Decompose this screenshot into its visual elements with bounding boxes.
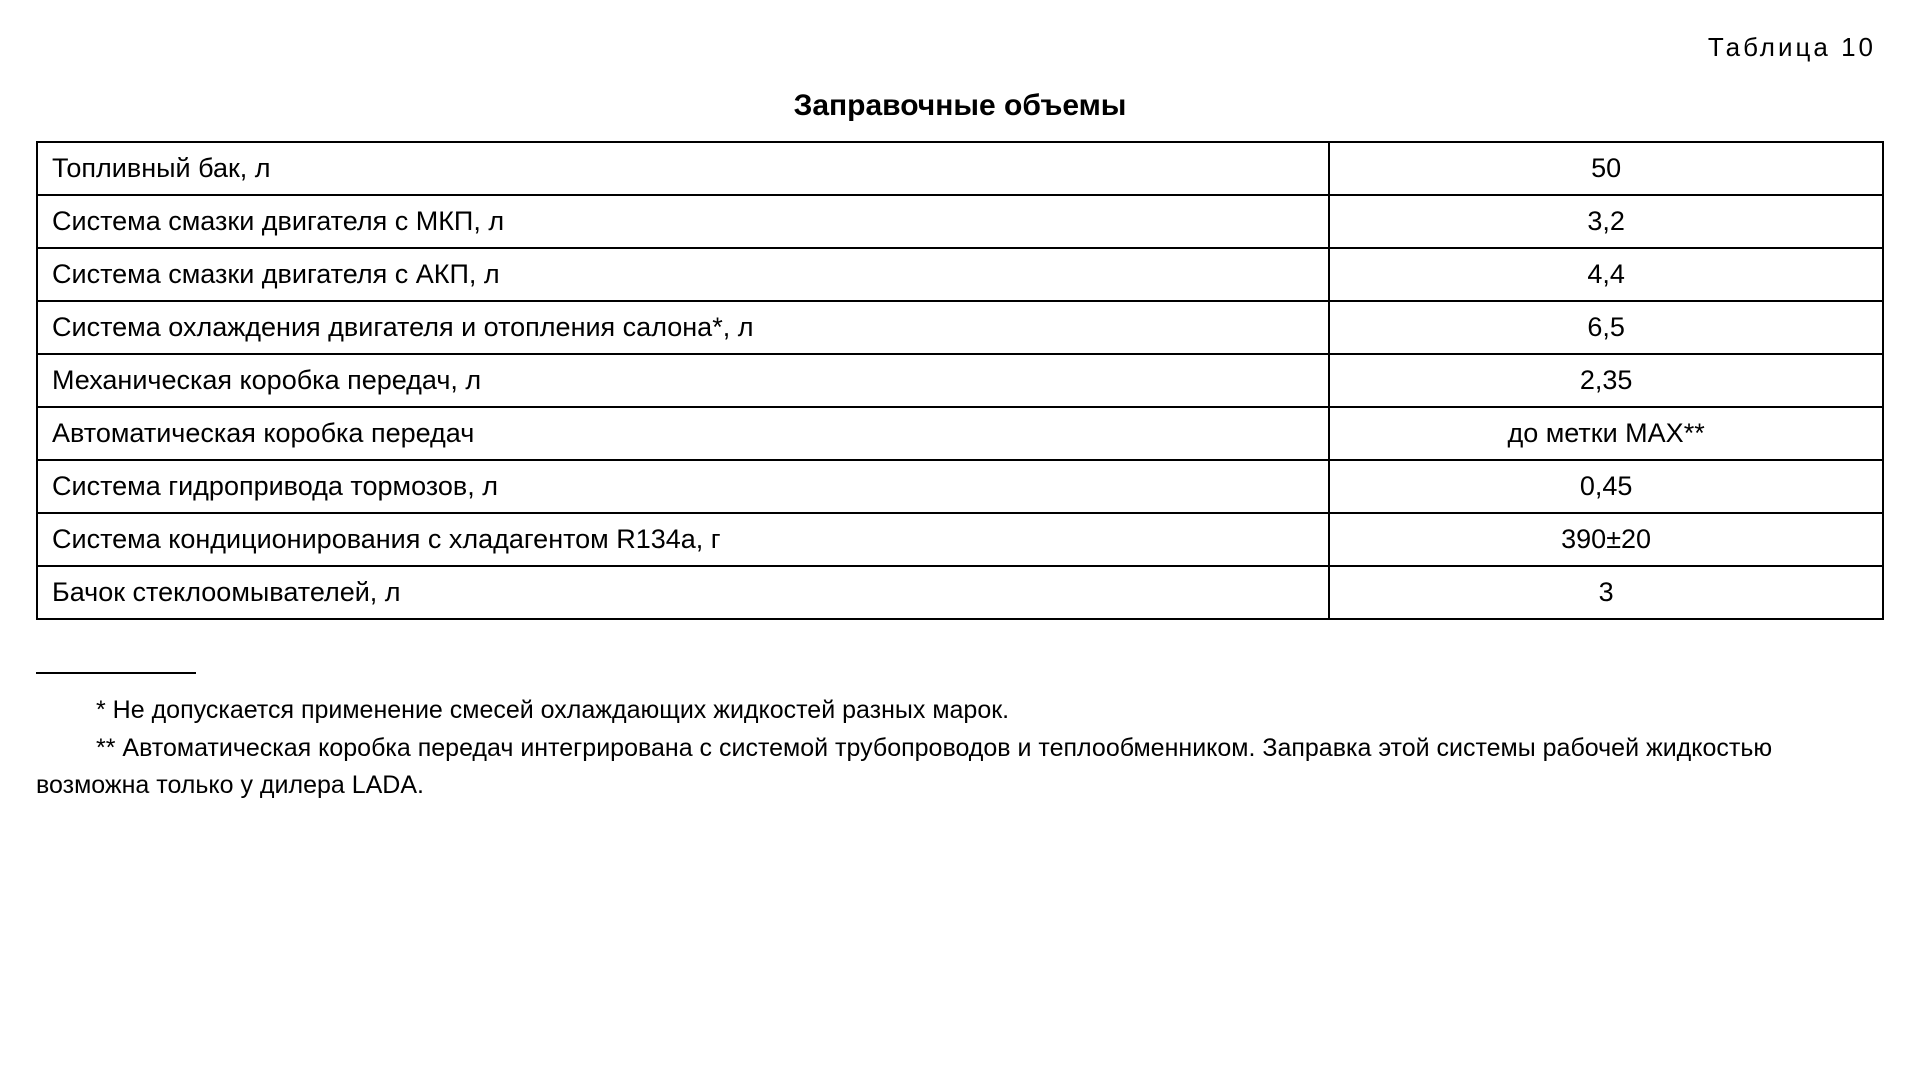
row-label: Система гидропривода тормозов, л — [37, 460, 1329, 513]
row-label: Система смазки двигателя с АКП, л — [37, 248, 1329, 301]
table-row: Система кондиционирования с хладагентом … — [37, 513, 1883, 566]
footnote: * Не допускается применение смесей охлаж… — [36, 692, 1884, 728]
row-value: до метки МАХ** — [1329, 407, 1883, 460]
row-value: 3,2 — [1329, 195, 1883, 248]
capacities-table: Топливный бак, л50Система смазки двигате… — [36, 141, 1884, 620]
table-row: Бачок стеклоомывателей, л3 — [37, 566, 1883, 619]
row-label: Бачок стеклоомывателей, л — [37, 566, 1329, 619]
row-value: 0,45 — [1329, 460, 1883, 513]
table-row: Система смазки двигателя с АКП, л4,4 — [37, 248, 1883, 301]
table-row: Автоматическая коробка передачдо метки М… — [37, 407, 1883, 460]
row-label: Система кондиционирования с хладагентом … — [37, 513, 1329, 566]
row-label: Автоматическая коробка передач — [37, 407, 1329, 460]
row-value: 50 — [1329, 142, 1883, 195]
row-label: Топливный бак, л — [37, 142, 1329, 195]
table-row: Система смазки двигателя с МКП, л3,2 — [37, 195, 1883, 248]
table-row: Механическая коробка передач, л2,35 — [37, 354, 1883, 407]
row-value: 3 — [1329, 566, 1883, 619]
footnote: ** Автоматическая коробка передач интегр… — [36, 730, 1884, 803]
row-value: 390±20 — [1329, 513, 1883, 566]
page-title: Заправочные объемы — [36, 89, 1884, 123]
table-number-label: Таблица 10 — [36, 32, 1884, 63]
row-value: 2,35 — [1329, 354, 1883, 407]
row-label: Система смазки двигателя с МКП, л — [37, 195, 1329, 248]
table-row: Система гидропривода тормозов, л0,45 — [37, 460, 1883, 513]
footnote-separator — [36, 672, 196, 674]
table-row: Топливный бак, л50 — [37, 142, 1883, 195]
row-label: Система охлаждения двигателя и отопления… — [37, 301, 1329, 354]
row-value: 6,5 — [1329, 301, 1883, 354]
table-row: Система охлаждения двигателя и отопления… — [37, 301, 1883, 354]
row-value: 4,4 — [1329, 248, 1883, 301]
row-label: Механическая коробка передач, л — [37, 354, 1329, 407]
